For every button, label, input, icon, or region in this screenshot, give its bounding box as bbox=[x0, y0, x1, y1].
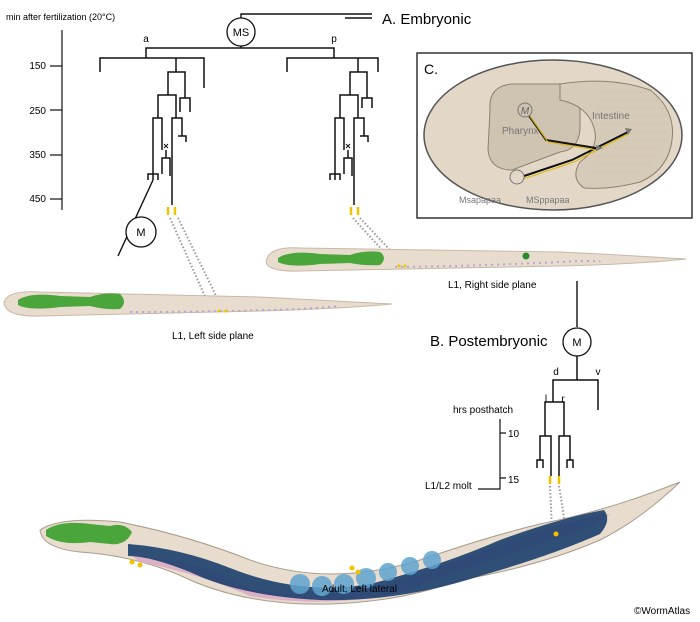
posthatch-time-axis bbox=[478, 419, 506, 490]
postembryonic-title: B. Postembryonic bbox=[430, 333, 548, 350]
cell-death-marks bbox=[163, 143, 351, 149]
postembryonic-lineage-tree bbox=[536, 356, 599, 476]
intestine-region bbox=[559, 80, 674, 189]
posthatch-tick-label: 10 bbox=[508, 429, 520, 440]
adult-highlighted-cells bbox=[129, 531, 559, 575]
inset-cell-left-label: Msapapaa bbox=[459, 195, 501, 205]
posthatch-tick-label: 15 bbox=[508, 475, 520, 486]
inset-m-label: M bbox=[521, 106, 530, 117]
ms-root-label: MS bbox=[233, 27, 250, 39]
inset-pharynx-label: Pharynx bbox=[502, 126, 539, 137]
embryonic-tick-label: 250 bbox=[29, 106, 46, 117]
adult-intestine bbox=[128, 510, 608, 601]
embryonic-tick-label: 150 bbox=[29, 61, 46, 72]
inset-panel: M C. Pharynx Intestine Msapapaa MSppapaa bbox=[416, 52, 693, 219]
m-cell-embryonic: M bbox=[117, 179, 157, 257]
m-root-label: M bbox=[572, 337, 581, 349]
molt-label: L1/L2 molt bbox=[425, 481, 472, 492]
ms-root-cell: MS bbox=[226, 17, 256, 47]
embryonic-tick-label: 450 bbox=[29, 194, 46, 205]
branch-label-l: l bbox=[545, 394, 547, 405]
embryonic-axis-label: min after fertilization (20°C) bbox=[6, 12, 115, 22]
highlighted-terminal-cells bbox=[166, 207, 360, 215]
pharynx-region bbox=[487, 83, 581, 171]
m-cell-label: M bbox=[136, 227, 145, 239]
embryonic-panel: A. Embryonic min after fertilization (20… bbox=[6, 11, 472, 313]
credit-label: ©WormAtlas bbox=[634, 606, 690, 617]
branch-label-a: a bbox=[143, 34, 149, 45]
inset-label: C. bbox=[424, 61, 438, 77]
embryonic-time-axis bbox=[50, 30, 63, 210]
embryonic-tick-label: 350 bbox=[29, 150, 46, 161]
branch-label-d: d bbox=[553, 367, 559, 378]
embryonic-title: A. Embryonic bbox=[382, 11, 472, 28]
inset-cell-right-label: MSppapaa bbox=[526, 195, 570, 205]
postembryonic-panel: B. Postembryonic M d v l r hrs posthatch bbox=[425, 281, 601, 531]
branch-label-v: v bbox=[596, 367, 601, 378]
postembryonic-projection-lines bbox=[549, 485, 567, 531]
adult-embryos bbox=[290, 551, 441, 596]
l1-right-worm: L1, Right side plane bbox=[265, 247, 687, 291]
ms-parent-line bbox=[240, 13, 372, 32]
l1-left-label: L1, Left side plane bbox=[172, 331, 254, 342]
adult-label: Adult, Left lateral bbox=[322, 584, 397, 595]
embryonic-lineage-tree bbox=[99, 46, 379, 205]
branch-label-r: r bbox=[561, 394, 565, 405]
branch-label-p: p bbox=[331, 34, 337, 45]
m-root-cell-postembryonic: M bbox=[562, 327, 592, 357]
inset-intestine-label: Intestine bbox=[592, 111, 630, 122]
adult-worm: Adult, Left lateral bbox=[39, 481, 681, 605]
posthatch-axis-label: hrs posthatch bbox=[453, 405, 513, 416]
l1-left-worm: L1, Left side plane bbox=[3, 291, 393, 342]
l1-right-label: L1, Right side plane bbox=[448, 280, 537, 291]
